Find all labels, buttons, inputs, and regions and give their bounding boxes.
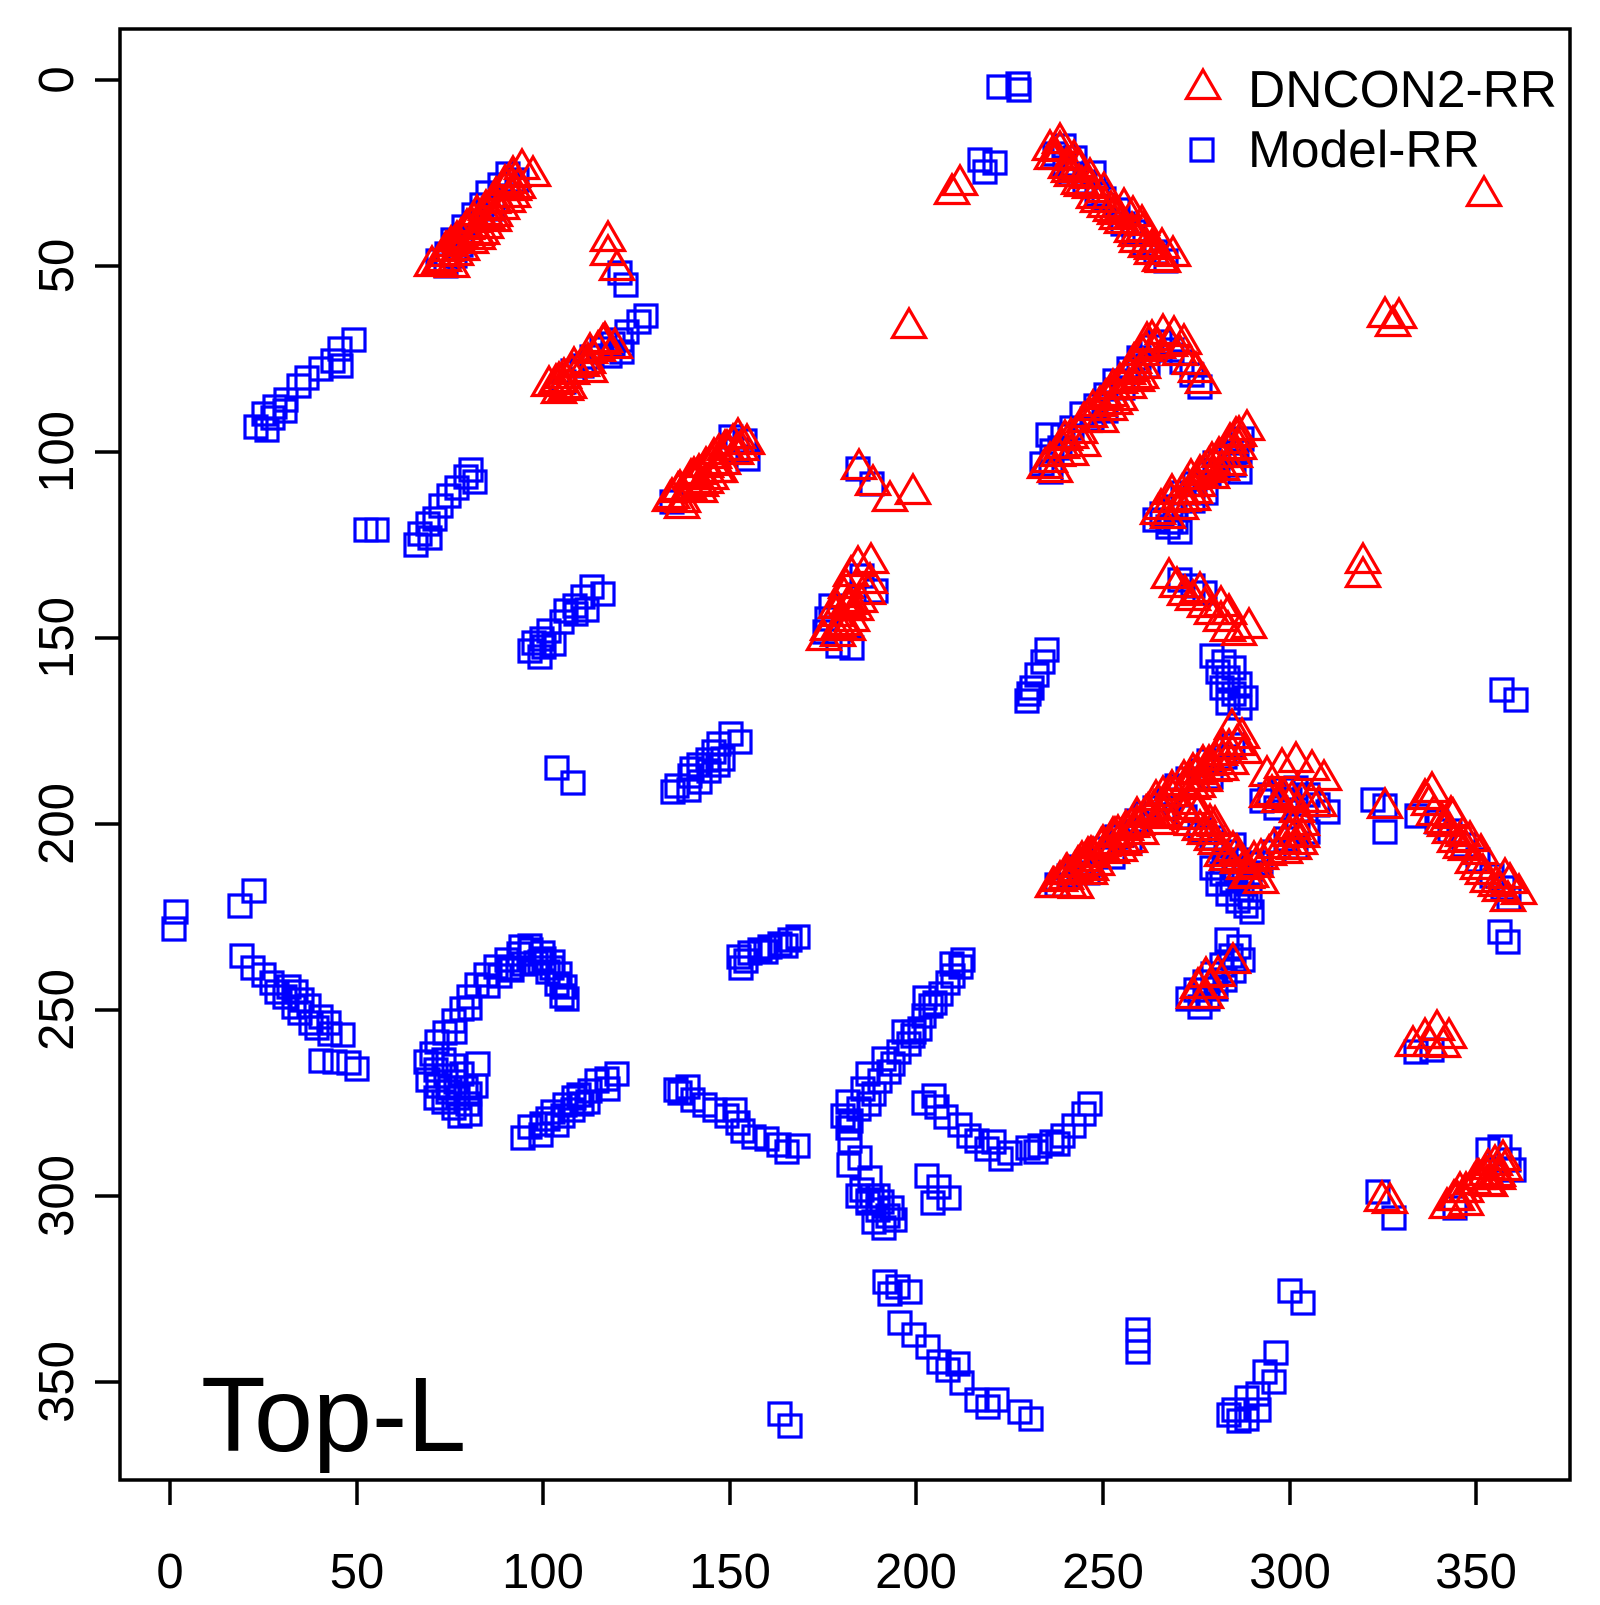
svg-text:350: 350	[30, 1341, 84, 1423]
svg-text:0: 0	[156, 1545, 183, 1599]
svg-text:0: 0	[30, 66, 84, 93]
svg-text:200: 200	[30, 783, 84, 865]
svg-text:DNCON2-RR: DNCON2-RR	[1248, 60, 1557, 118]
svg-text:250: 250	[1062, 1545, 1144, 1599]
svg-text:100: 100	[502, 1545, 584, 1599]
svg-text:150: 150	[30, 597, 84, 679]
svg-text:100: 100	[30, 411, 84, 493]
svg-text:150: 150	[689, 1545, 771, 1599]
svg-text:300: 300	[1249, 1545, 1331, 1599]
svg-text:200: 200	[875, 1545, 957, 1599]
svg-text:Top-L: Top-L	[201, 1356, 466, 1474]
svg-text:300: 300	[30, 1155, 84, 1237]
svg-text:250: 250	[30, 969, 84, 1051]
svg-text:50: 50	[330, 1545, 385, 1599]
svg-text:50: 50	[30, 239, 84, 294]
svg-text:350: 350	[1435, 1545, 1517, 1599]
svg-text:Model-RR: Model-RR	[1248, 120, 1480, 178]
